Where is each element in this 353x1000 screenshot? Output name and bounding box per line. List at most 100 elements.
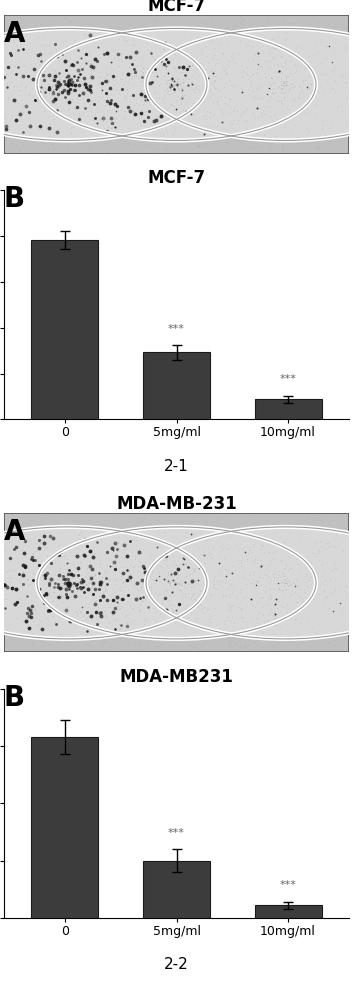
Point	[131, 61, 136, 77]
Point	[148, 26, 154, 42]
Point	[148, 75, 153, 91]
Point	[311, 621, 317, 637]
Point	[187, 560, 193, 576]
Point	[180, 550, 186, 566]
Point	[336, 35, 341, 51]
Point	[172, 565, 178, 581]
Point	[328, 595, 333, 611]
Point	[38, 79, 43, 95]
Point	[97, 605, 103, 621]
Point	[127, 614, 133, 630]
Point	[65, 78, 71, 94]
Point	[162, 86, 168, 102]
Point	[162, 559, 168, 575]
Point	[334, 512, 339, 528]
Point	[168, 566, 173, 582]
Point	[118, 102, 124, 118]
Point	[142, 510, 148, 526]
Point	[19, 593, 25, 609]
Point	[108, 571, 113, 587]
Point	[336, 84, 342, 100]
Point	[117, 138, 122, 154]
Point	[239, 81, 245, 97]
Point	[17, 42, 23, 58]
Point	[179, 90, 185, 106]
Point	[84, 42, 90, 58]
Point	[148, 45, 154, 61]
Point	[286, 629, 291, 645]
Point	[237, 33, 243, 49]
Point	[113, 548, 119, 564]
Point	[110, 71, 115, 87]
Point	[268, 601, 274, 617]
Point	[74, 576, 80, 592]
Point	[43, 58, 48, 74]
Point	[148, 94, 153, 110]
Point	[134, 528, 139, 544]
Point	[220, 585, 226, 601]
Point	[13, 112, 19, 128]
Point	[96, 604, 102, 620]
Point	[175, 97, 181, 113]
Point	[174, 77, 180, 93]
Point	[244, 569, 250, 585]
Point	[206, 580, 211, 596]
Point	[139, 582, 145, 598]
Point	[203, 589, 209, 605]
Point	[339, 68, 345, 84]
Point	[189, 57, 195, 73]
Point	[98, 85, 103, 101]
Point	[150, 563, 155, 579]
Point	[136, 70, 141, 86]
Point	[250, 515, 256, 531]
Point	[156, 127, 161, 143]
Point	[178, 94, 184, 110]
Point	[95, 597, 101, 613]
Point	[182, 566, 188, 582]
Point	[229, 609, 235, 625]
Title: MDA-MB-231: MDA-MB-231	[116, 495, 237, 513]
Point	[174, 68, 179, 84]
Point	[185, 77, 191, 93]
Point	[341, 545, 347, 561]
Point	[63, 77, 68, 93]
Point	[127, 533, 133, 549]
Point	[299, 70, 304, 86]
Point	[185, 537, 191, 553]
Point	[255, 64, 261, 80]
Point	[251, 24, 257, 40]
Point	[170, 51, 175, 67]
Point	[100, 88, 106, 104]
Point	[98, 620, 104, 636]
Point	[269, 70, 275, 86]
Point	[55, 635, 61, 651]
Point	[213, 617, 219, 633]
Point	[216, 125, 222, 141]
Point	[158, 76, 163, 92]
Point	[226, 636, 232, 652]
Point	[337, 508, 343, 524]
Point	[40, 89, 45, 105]
Point	[137, 541, 142, 557]
Point	[244, 553, 250, 569]
Point	[121, 89, 127, 105]
Point	[22, 35, 28, 51]
Point	[238, 601, 244, 617]
Point	[334, 612, 340, 628]
Point	[250, 130, 255, 146]
Point	[104, 576, 110, 592]
Point	[72, 548, 78, 564]
Point	[126, 59, 132, 75]
Point	[104, 557, 110, 573]
Point	[297, 615, 303, 631]
Point	[40, 572, 46, 588]
Point	[91, 71, 96, 87]
Point	[72, 574, 78, 590]
Point	[141, 96, 147, 112]
Point	[59, 619, 65, 635]
Point	[61, 78, 66, 94]
Point	[164, 84, 170, 100]
Point	[2, 37, 8, 53]
Point	[127, 557, 133, 573]
Point	[329, 66, 335, 82]
